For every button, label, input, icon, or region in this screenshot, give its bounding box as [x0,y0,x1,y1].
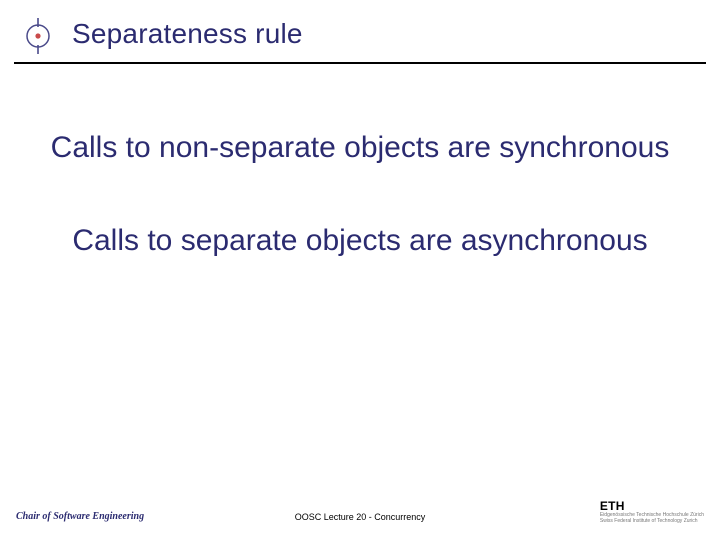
slide-content: Calls to non-separate objects are synchr… [0,130,720,259]
eth-logo: ETH [600,500,704,512]
title-underline [14,62,706,64]
bullet-icon [20,18,56,54]
slide: Separateness rule Calls to non-separate … [0,0,720,540]
slide-title: Separateness rule [72,18,720,50]
paragraph-1: Calls to non-separate objects are synchr… [48,130,672,167]
eth-sub-2: Swiss Federal Institute of Technology Zu… [600,519,704,524]
footer-right: ETH Eidgenössische Technische Hochschule… [600,500,704,524]
paragraph-2: Calls to separate objects are asynchrono… [48,223,672,260]
header: Separateness rule [0,0,720,60]
bullet-dot [35,33,40,38]
footer: Chair of Software Engineering OOSC Lectu… [0,498,720,528]
